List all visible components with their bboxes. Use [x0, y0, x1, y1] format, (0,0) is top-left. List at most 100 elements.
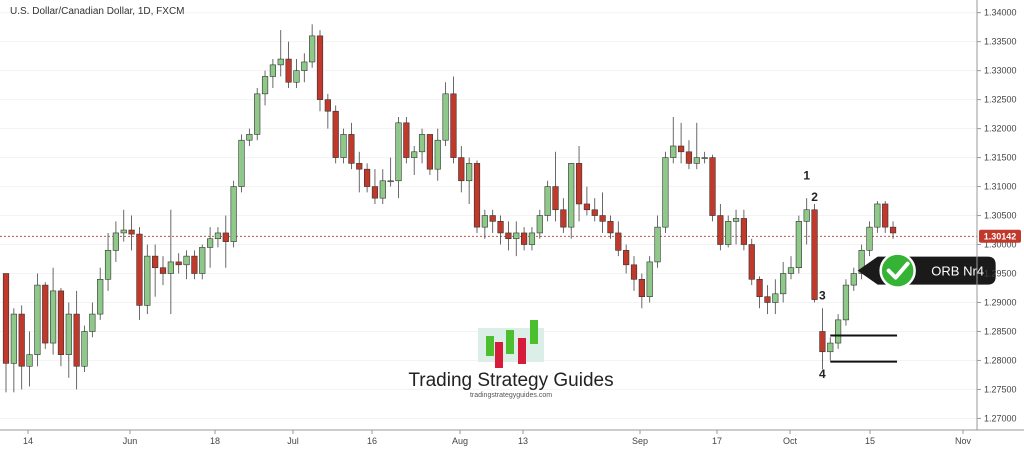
candle-body-down	[740, 218, 747, 245]
candle	[136, 227, 143, 320]
candle-body-up	[693, 157, 700, 164]
candle-body-up	[866, 226, 873, 251]
candle-body-down	[764, 296, 771, 303]
candle	[607, 215, 614, 239]
candle-body-up	[513, 232, 520, 240]
candle-body-down	[819, 331, 826, 353]
candle-body-down	[348, 134, 355, 164]
candle-body-up	[787, 267, 795, 274]
candle-body-up	[112, 232, 119, 251]
price-tick-label: 1.27500	[984, 384, 1017, 394]
candle-body-up	[874, 203, 881, 228]
candle-body-down	[136, 233, 143, 306]
candle-body-down	[175, 261, 182, 266]
candle-body-down	[505, 232, 512, 240]
candle	[159, 256, 167, 286]
candle-body-up	[544, 186, 551, 216]
candle	[269, 59, 277, 89]
candle	[238, 134, 245, 193]
candle	[183, 250, 190, 280]
candle-body-down	[552, 186, 559, 211]
candle-body-up	[97, 279, 104, 315]
candle	[191, 250, 198, 280]
candle	[356, 151, 363, 193]
candle	[97, 267, 104, 320]
candle-body-up	[732, 218, 740, 222]
annotation-label: 4	[819, 367, 826, 381]
candle-body-down	[458, 157, 465, 182]
candle	[57, 288, 65, 367]
candle	[340, 128, 347, 164]
price-tick-label: 1.28500	[984, 326, 1017, 336]
candle	[332, 105, 339, 164]
candle-body-down	[709, 157, 716, 216]
candle-body-down	[882, 203, 889, 228]
candle	[850, 267, 857, 291]
candle-body-down	[324, 99, 331, 112]
candle	[740, 209, 747, 251]
date-tick-label: 15	[865, 436, 875, 446]
candle	[615, 221, 622, 257]
candle	[866, 221, 873, 257]
candle	[670, 117, 677, 164]
candle-body-up	[725, 221, 732, 245]
price-tick-label: 1.33000	[984, 66, 1017, 76]
price-tag-background	[979, 229, 1021, 243]
candle	[285, 41, 292, 89]
candle-body-up	[49, 290, 57, 344]
candle	[175, 253, 182, 274]
candle-body-up	[780, 273, 787, 295]
candle-body-up	[701, 157, 708, 159]
candle-body-up	[411, 151, 418, 158]
current-price-tag: 1.30142	[979, 229, 1021, 243]
price-tick-label: 1.31000	[984, 182, 1017, 192]
candle	[144, 244, 151, 315]
price-tick-label: 1.33500	[984, 37, 1017, 47]
candle	[513, 221, 520, 257]
candle-body-down	[57, 290, 65, 355]
badge-label: ORB Nr4	[931, 264, 984, 279]
annotation-label: 3	[819, 289, 826, 303]
candle-body-down	[159, 267, 167, 274]
date-tick-label: Jul	[287, 436, 299, 446]
candle-body-up	[301, 61, 308, 71]
candle-body-down	[450, 93, 457, 158]
candle	[254, 88, 261, 141]
candle-body-up	[654, 226, 661, 263]
candle	[167, 209, 174, 315]
candle-body-up	[795, 221, 802, 269]
candle-body-up	[858, 250, 865, 274]
candle-body-up	[379, 180, 386, 199]
candle	[638, 273, 645, 309]
date-tick-label: Aug	[452, 436, 468, 446]
candle	[552, 151, 559, 222]
candle-body-up	[834, 319, 842, 344]
candle-body-down	[748, 244, 755, 280]
checkmark-icon	[886, 261, 910, 280]
price-tick-label: 1.30000	[984, 240, 1017, 250]
check-circle-icon	[879, 252, 916, 289]
candle	[646, 256, 653, 303]
candle	[787, 256, 795, 280]
logo-bar-3	[506, 330, 514, 354]
candle-body-up	[65, 313, 72, 355]
candle	[630, 256, 638, 291]
candle	[104, 232, 112, 291]
candle-body-up	[10, 313, 17, 364]
candle	[301, 53, 308, 83]
candle	[889, 221, 897, 239]
price-tick-label: 1.27000	[984, 413, 1017, 423]
candle-body-down	[316, 35, 324, 100]
candle-body-down	[18, 313, 25, 367]
candle	[387, 157, 394, 187]
candle	[418, 128, 426, 164]
candle-body-up	[277, 58, 284, 66]
candle	[10, 308, 17, 393]
candle-body-up	[340, 134, 347, 158]
candle-body-up	[183, 255, 190, 266]
candle	[128, 215, 135, 251]
candle-body-down	[73, 313, 80, 367]
candle-body-down	[889, 226, 897, 234]
date-tick-label: 16	[367, 436, 377, 446]
